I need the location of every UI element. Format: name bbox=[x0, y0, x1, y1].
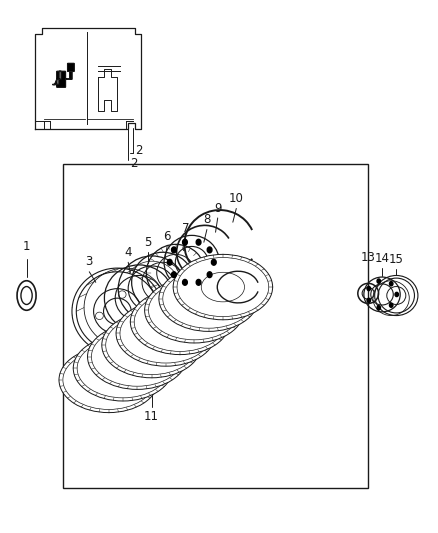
Text: 9: 9 bbox=[214, 202, 222, 215]
Text: 13: 13 bbox=[361, 251, 376, 264]
Circle shape bbox=[377, 279, 381, 283]
Text: 1: 1 bbox=[23, 240, 30, 253]
Ellipse shape bbox=[59, 347, 159, 413]
Text: 10: 10 bbox=[229, 192, 244, 205]
Circle shape bbox=[172, 272, 176, 278]
Circle shape bbox=[172, 247, 176, 253]
Circle shape bbox=[395, 292, 399, 296]
Circle shape bbox=[183, 239, 187, 245]
Ellipse shape bbox=[72, 268, 163, 354]
Ellipse shape bbox=[159, 266, 258, 332]
Text: 14: 14 bbox=[374, 252, 389, 265]
Text: 2: 2 bbox=[134, 144, 142, 157]
Text: 4: 4 bbox=[124, 246, 132, 259]
Text: 7: 7 bbox=[181, 222, 189, 236]
Circle shape bbox=[377, 306, 381, 310]
Text: 6: 6 bbox=[163, 230, 171, 243]
Circle shape bbox=[207, 247, 212, 253]
Circle shape bbox=[207, 272, 212, 278]
Polygon shape bbox=[53, 63, 74, 87]
Text: 11: 11 bbox=[144, 410, 159, 424]
Ellipse shape bbox=[131, 289, 230, 354]
Ellipse shape bbox=[88, 324, 187, 390]
Circle shape bbox=[196, 239, 201, 245]
Circle shape bbox=[167, 260, 172, 265]
Ellipse shape bbox=[173, 254, 272, 320]
Circle shape bbox=[389, 303, 393, 308]
Circle shape bbox=[196, 279, 201, 285]
Circle shape bbox=[367, 286, 371, 290]
Ellipse shape bbox=[116, 301, 215, 366]
Text: 3: 3 bbox=[85, 255, 93, 268]
Text: 8: 8 bbox=[203, 213, 211, 227]
Ellipse shape bbox=[374, 276, 418, 316]
Ellipse shape bbox=[102, 312, 201, 378]
Circle shape bbox=[367, 298, 371, 303]
Bar bbox=[64, 164, 368, 488]
Text: 2: 2 bbox=[131, 157, 138, 170]
Circle shape bbox=[389, 281, 393, 286]
Ellipse shape bbox=[73, 336, 173, 401]
Text: 15: 15 bbox=[389, 253, 404, 266]
Circle shape bbox=[212, 260, 216, 265]
Ellipse shape bbox=[145, 278, 244, 343]
Circle shape bbox=[183, 279, 187, 285]
Text: 5: 5 bbox=[144, 236, 152, 248]
Text: 12: 12 bbox=[241, 276, 257, 288]
